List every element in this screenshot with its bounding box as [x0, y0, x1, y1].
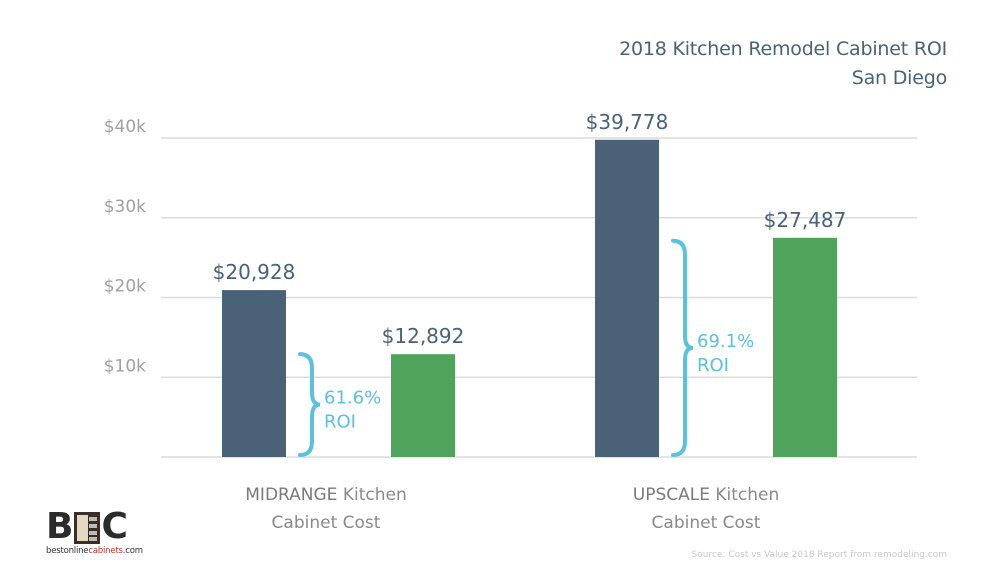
brand-logo: B C bestonlinecabinets.com	[46, 506, 143, 562]
category-kitchen: Kitchen	[337, 485, 407, 505]
cost-bar: $$$$$$$$$$$$	[595, 139, 659, 457]
category-label-upscale: UPSCALE Kitchen Cabinet Cost	[576, 481, 836, 537]
y-tick-label: $10k	[104, 356, 146, 376]
bar-value-label: $12,892	[382, 324, 465, 348]
bar-fill	[773, 237, 837, 457]
logo-wordmark: bestonlinecabinets.com	[46, 546, 143, 556]
roi-percent-label: 61.6%	[324, 388, 381, 409]
category-tier: MIDRANGE	[245, 485, 338, 505]
cabinet-door-icon	[74, 512, 101, 544]
bar-fill	[222, 290, 286, 457]
category-kitchen: Kitchen	[709, 485, 780, 505]
bar-value-label: $20,928	[213, 260, 296, 284]
bar-value-label: $27,487	[764, 208, 847, 232]
source-note: Source: Cost vs Value 2018 Report from r…	[691, 550, 947, 560]
logo-letter-b: B	[46, 506, 74, 547]
value-bar: $$$$	[391, 354, 455, 457]
logo-letter-c: C	[101, 506, 128, 547]
bar-fill	[391, 354, 455, 457]
y-tick-label: $40k	[104, 117, 146, 137]
category-line2: Cabinet Cost	[651, 513, 761, 533]
cost-bar: $$$$$$	[222, 290, 286, 457]
bar-fill	[595, 139, 659, 457]
chart-subtitle: San Diego	[851, 67, 947, 89]
category-tier: UPSCALE	[632, 485, 710, 505]
category-label-midrange: MIDRANGE Kitchen Cabinet Cost	[196, 481, 456, 537]
roi-text-label: ROI	[324, 412, 356, 433]
chart-title: 2018 Kitchen Remodel Cabinet ROI	[619, 38, 947, 60]
y-tick-label: $30k	[104, 197, 146, 217]
roi-brace	[298, 352, 321, 457]
y-tick-label: $20k	[104, 277, 146, 297]
bar-value-label: $39,778	[586, 110, 669, 134]
roi-brace	[671, 238, 694, 457]
category-line2: Cabinet Cost	[271, 513, 381, 533]
roi-percent-label: 69.1%	[697, 331, 754, 352]
value-bar: $$$$$$$$	[773, 237, 837, 457]
roi-text-label: ROI	[697, 355, 729, 376]
